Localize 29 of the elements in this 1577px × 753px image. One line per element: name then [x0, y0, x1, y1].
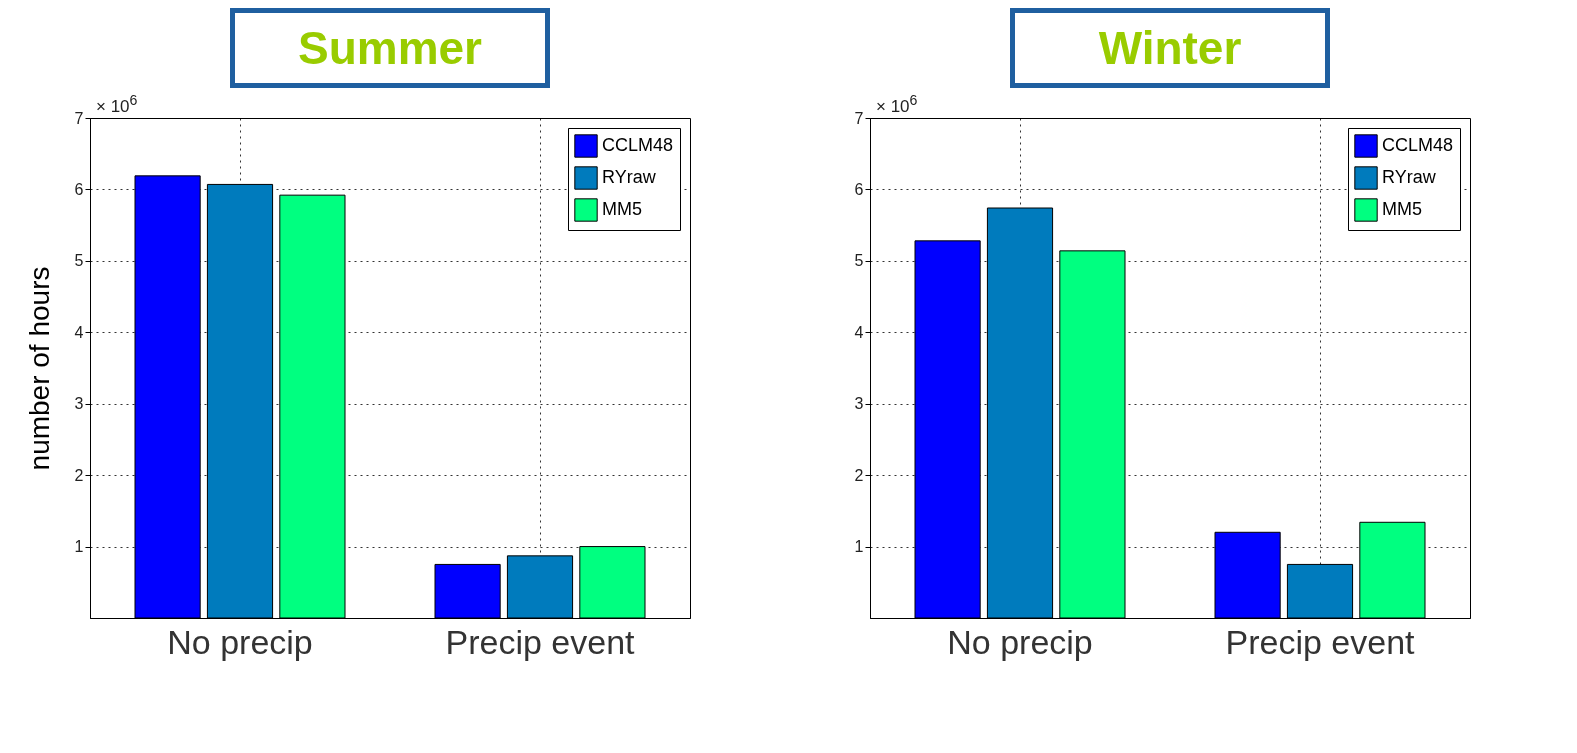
y-tick-label: 6	[74, 180, 84, 198]
y-tick-label: 3	[74, 395, 84, 413]
text: × 10$^{6}$	[96, 92, 138, 117]
x-tick-label: Precip event	[445, 622, 636, 661]
text: × 10$^{6}$	[876, 92, 918, 117]
y-tick-label: 2	[74, 466, 84, 484]
y-tick-label: 1	[854, 538, 864, 556]
chart-title: Summer	[230, 8, 550, 88]
legend-label: CCLM48	[602, 135, 674, 155]
y-tick-label: 6	[854, 180, 864, 198]
legend-label: RYraw	[1382, 167, 1437, 187]
y-axis-title: number of hours	[23, 266, 55, 471]
legend-label: RYraw	[602, 167, 657, 187]
legend-label: MM5	[1382, 199, 1422, 219]
x-tick-label: No precip	[167, 622, 313, 661]
y-tick-label: 5	[854, 252, 864, 270]
y-tick-label: 3	[854, 395, 864, 413]
y-tick-label: 4	[74, 323, 84, 341]
y-tick-label: 4	[854, 323, 864, 341]
y-tick-label: 7	[854, 109, 864, 127]
legend-label: CCLM48	[1382, 135, 1454, 155]
x-tick-label: Precip event	[1225, 622, 1416, 661]
y-tick-label: 7	[74, 109, 84, 127]
y-tick-label: 2	[854, 466, 864, 484]
x-tick-label: No precip	[947, 622, 1093, 661]
y-tick-label: 5	[74, 252, 84, 270]
chart-title: Winter	[1010, 8, 1330, 88]
legend-label: MM5	[602, 199, 642, 219]
y-tick-label: 1	[74, 538, 84, 556]
